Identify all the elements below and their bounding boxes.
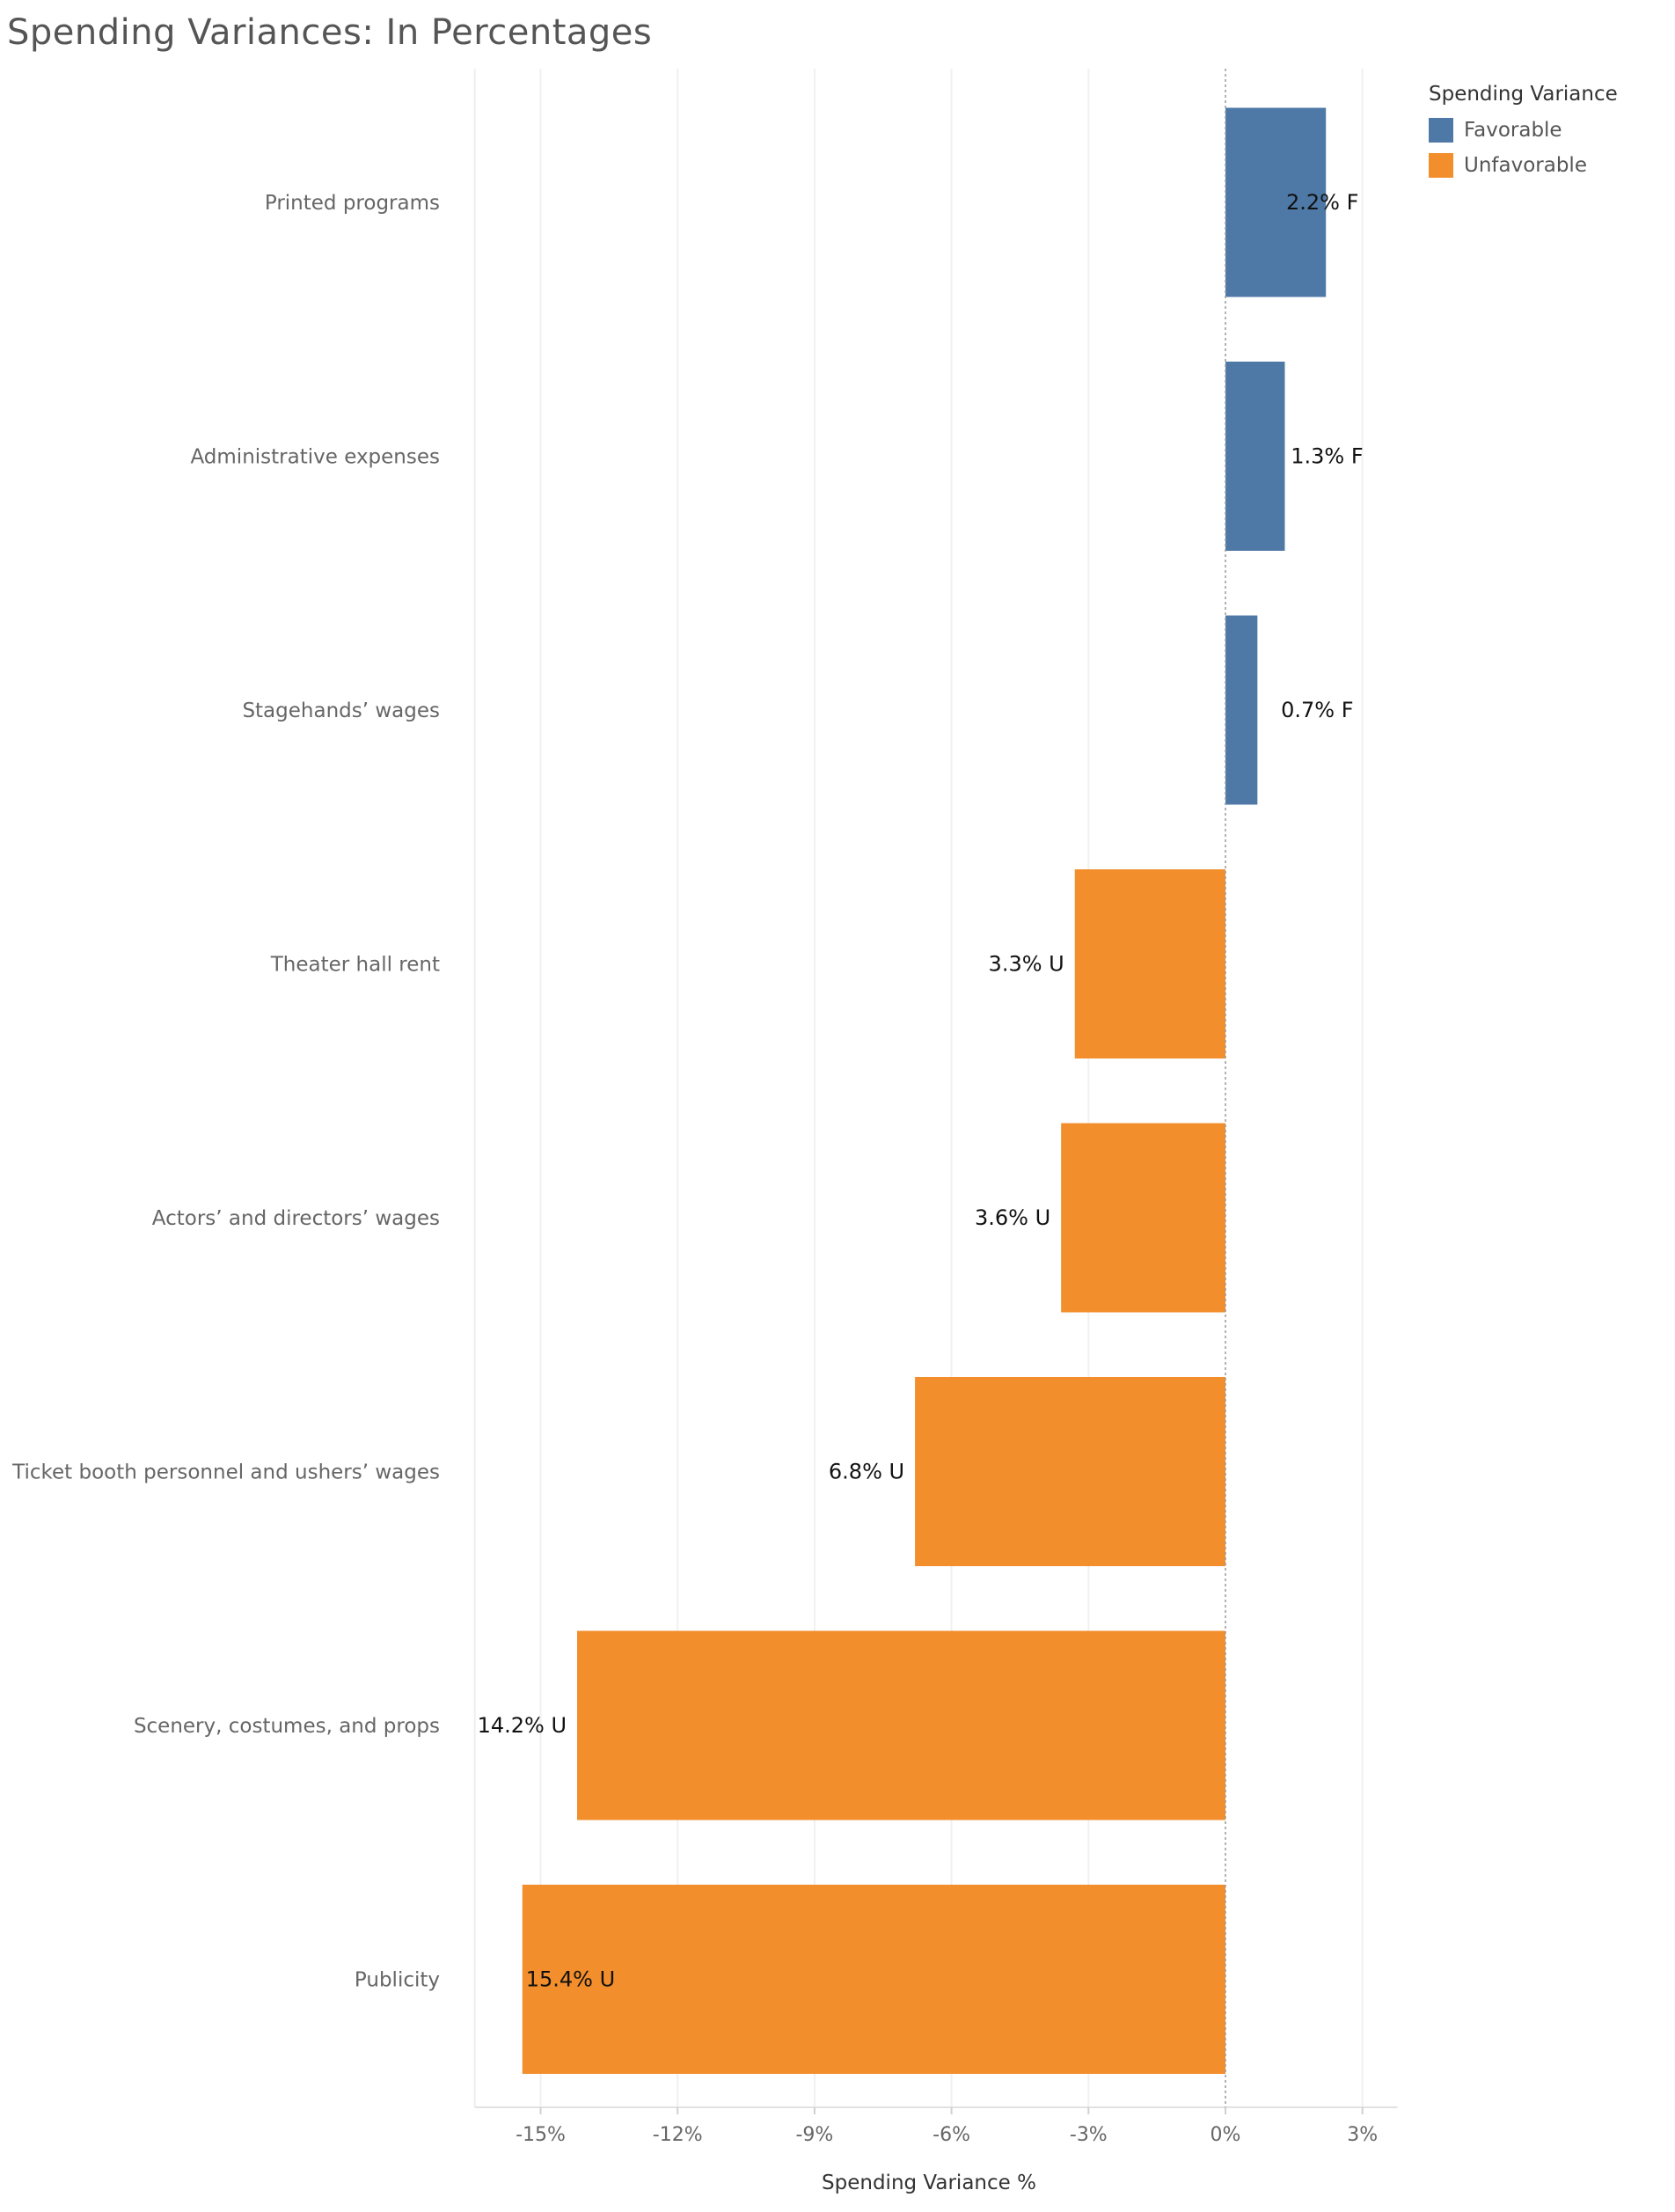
category-label: Printed programs <box>265 192 440 215</box>
data-label: 0.7% F <box>1281 698 1353 722</box>
bar[interactable] <box>1225 362 1285 551</box>
category-label: Administrative expenses <box>190 446 440 469</box>
category-labels: Printed programs Administrative expenses S… <box>11 192 440 1992</box>
legend: Spending Variance Favorable Unfavorable <box>1429 83 1618 183</box>
category-label: Scenery, costumes, and props <box>134 1715 440 1738</box>
legend-item-favorable[interactable]: Favorable <box>1429 113 1618 148</box>
bar[interactable] <box>577 1630 1225 1820</box>
bar[interactable] <box>1074 869 1225 1058</box>
legend-label-unfavorable: Unfavorable <box>1464 154 1587 177</box>
category-label: Actors’ and directors’ wages <box>152 1207 440 1230</box>
bar[interactable] <box>1225 107 1327 297</box>
category-label: Stagehands’ wages <box>242 699 440 722</box>
bar[interactable] <box>915 1377 1225 1566</box>
bar-layer <box>522 107 1327 2074</box>
legend-title: Spending Variance <box>1429 83 1618 106</box>
x-axis-title: Spending Variance % <box>822 2172 1036 2194</box>
tick-label: -6% <box>933 2124 970 2146</box>
tick-label: -12% <box>653 2124 703 2146</box>
data-label: 14.2% U <box>478 1713 567 1738</box>
legend-label-favorable: Favorable <box>1464 119 1562 142</box>
category-label: Theater hall rent <box>270 954 440 977</box>
grid-layer <box>473 69 1398 2108</box>
legend-swatch-unfavorable <box>1429 153 1453 178</box>
category-label: Publicity <box>355 1969 440 1992</box>
data-label: 3.3% U <box>989 952 1064 977</box>
bar[interactable] <box>1225 615 1258 805</box>
tick-label: 0% <box>1211 2124 1241 2146</box>
tick-label: -9% <box>795 2124 833 2146</box>
legend-item-unfavorable[interactable]: Unfavorable <box>1429 148 1618 183</box>
tick-label: 3% <box>1347 2124 1378 2146</box>
bar[interactable] <box>1061 1123 1225 1313</box>
category-label: Ticket booth personnel and ushers’ wages <box>11 1461 440 1484</box>
data-labels: 2.2% F 1.3% F 0.7% F 3.3% U 3.6% U 6.8% U 14.2… <box>478 190 1364 1992</box>
data-label: 1.3% F <box>1291 444 1363 469</box>
data-label: 15.4% U <box>526 1967 615 1992</box>
data-label: 3.6% U <box>975 1205 1050 1230</box>
data-label: 2.2% F <box>1286 190 1358 215</box>
legend-swatch-favorable <box>1429 118 1453 143</box>
chart-title: Spending Variances: In Percentages <box>7 12 653 53</box>
x-axis-ticks: -15% -12% -9% -6% -3% 0% 3% <box>516 2107 1378 2146</box>
data-label: 6.8% U <box>829 1460 904 1484</box>
tick-label: -15% <box>516 2124 566 2146</box>
tick-label: -3% <box>1070 2124 1108 2146</box>
bar[interactable] <box>522 1885 1225 2074</box>
